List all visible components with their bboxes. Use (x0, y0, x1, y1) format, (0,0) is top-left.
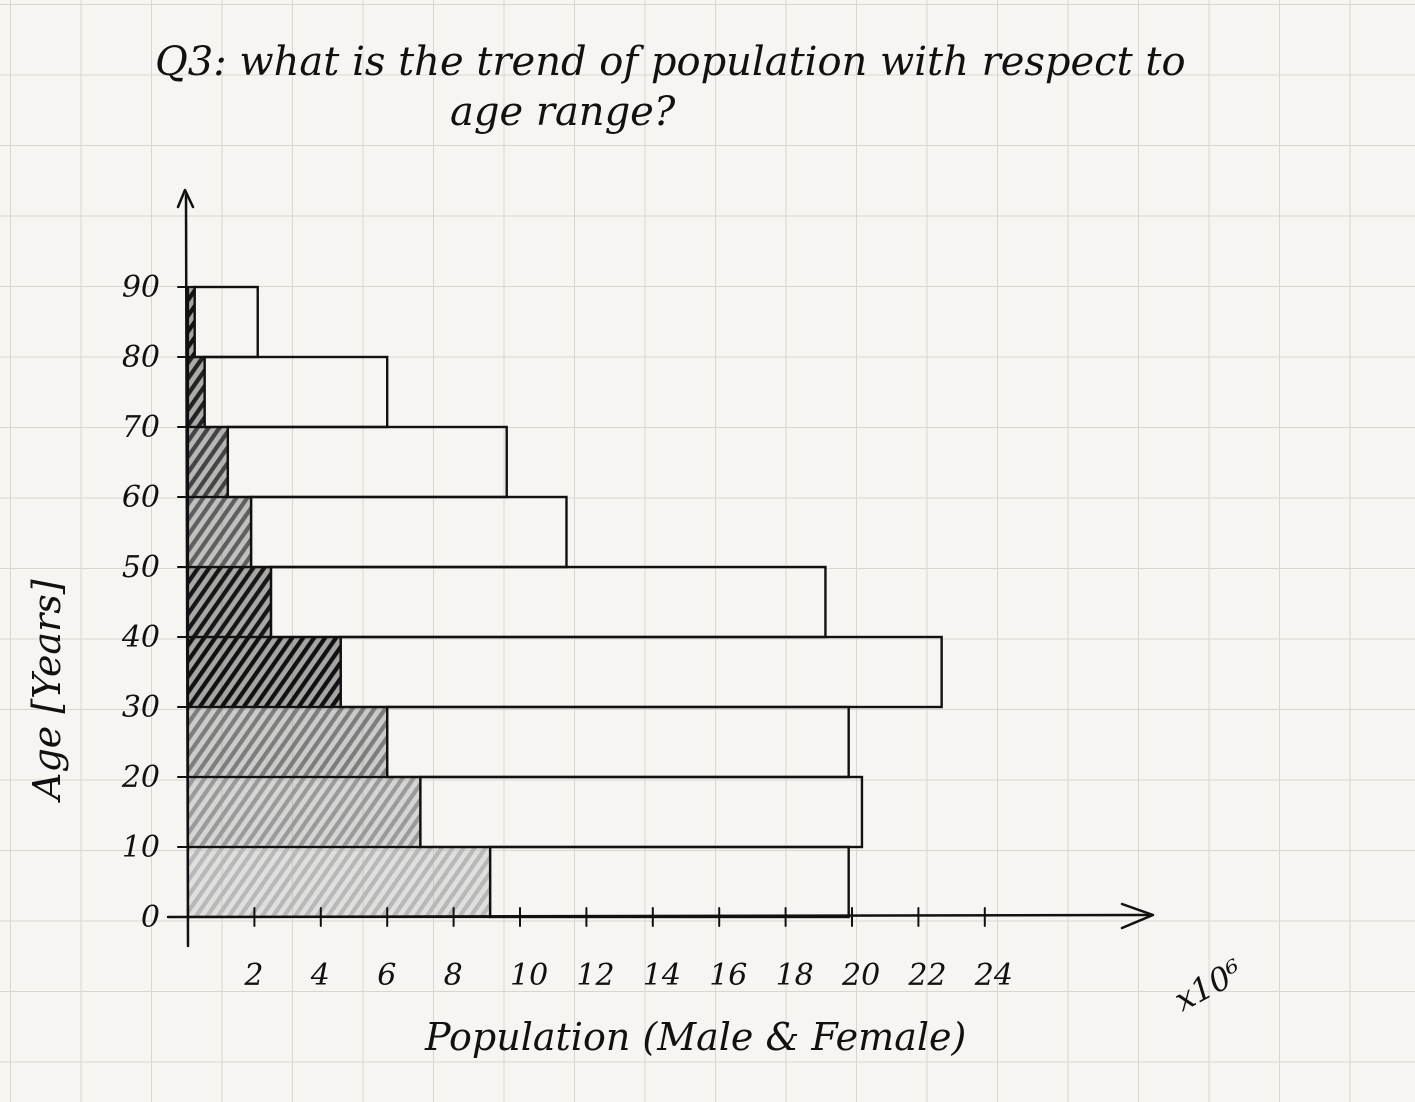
bar-0-10-segment-2 (488, 845, 850, 919)
y-tick-label: 50 (122, 550, 160, 585)
y-axis-title: Age [Years] (25, 579, 69, 803)
y-tick-label: 0 (141, 900, 160, 935)
bar-70-80-segment-1 (186, 355, 206, 429)
x-tick-label: 8 (444, 958, 463, 993)
bar-10-20-segment-1 (186, 775, 422, 849)
x-tick-label: 14 (643, 958, 681, 993)
y-axis (184, 193, 190, 948)
x-tick-label: 2 (243, 958, 263, 993)
x-tick-label: 4 (310, 958, 330, 993)
x-axis-arrow (1120, 902, 1155, 930)
x-tick-label: 22 (907, 958, 946, 993)
x-tick-label: 20 (841, 958, 880, 993)
x-multiplier-label: x10⁶ (1168, 952, 1249, 1019)
x-tick-label: 10 (510, 958, 548, 993)
y-tick-label: 30 (122, 690, 160, 725)
chart-title-line1: Q3: what is the trend of population with… (155, 39, 1186, 85)
bar-60-70-segment-2 (226, 425, 508, 499)
y-tick-label: 70 (122, 410, 160, 445)
bar-80-90-segment-2 (193, 285, 259, 359)
x-tick-label: 24 (974, 958, 1013, 993)
y-tick-label: 20 (121, 760, 160, 795)
bars-group (186, 285, 943, 919)
bar-30-40-segment-1 (186, 635, 342, 709)
bar-30-40-segment-2 (339, 635, 943, 709)
x-tick-label: 6 (377, 958, 396, 993)
y-tick-label: 40 (121, 620, 160, 655)
bar-40-50-segment-2 (269, 565, 827, 639)
x-axis (166, 913, 1152, 919)
bar-0-10-segment-1 (186, 845, 492, 919)
bar-70-80-segment-2 (203, 355, 389, 429)
bar-40-50-segment-1 (186, 565, 273, 639)
x-tick-label: 18 (776, 958, 814, 993)
bar-10-20-segment-2 (419, 775, 864, 849)
bar-20-30-segment-2 (386, 705, 850, 779)
y-tick-label: 90 (122, 270, 160, 305)
bar-50-60-segment-2 (249, 495, 568, 569)
chart-title-line2: age range? (450, 89, 676, 135)
y-tick-label: 80 (122, 340, 160, 375)
y-axis-arrow (176, 188, 195, 209)
y-tick-label: 10 (122, 830, 160, 865)
axes (166, 188, 1155, 948)
bar-50-60-segment-1 (186, 495, 253, 569)
bar-20-30-segment-1 (186, 705, 389, 779)
x-tick-label: 12 (576, 958, 614, 993)
x-axis-title: Population (Male & Female) (424, 1015, 966, 1059)
bar-60-70-segment-1 (186, 425, 229, 499)
x-tick-label: 16 (709, 958, 747, 993)
y-tick-label: 60 (122, 480, 160, 515)
